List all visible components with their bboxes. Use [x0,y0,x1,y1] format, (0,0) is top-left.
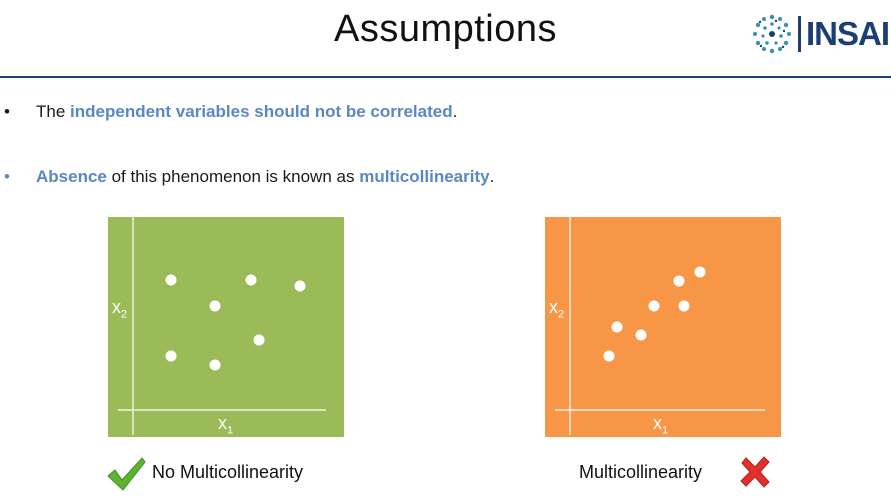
data-point [694,266,706,278]
text-run: . [452,102,458,121]
scatter-plot-uncorrelated: x2 x1 [108,217,344,437]
y-axis-label: x2 [112,297,128,321]
text-run: of this phenomenon is known as [106,167,360,186]
text-run: . [489,167,495,186]
data-point [165,274,177,286]
highlight-run: Absence [36,167,107,186]
data-point [209,300,221,312]
data-point [678,300,690,312]
y-axis-label: x2 [549,297,565,321]
data-point [245,274,257,286]
x-axis-label: x1 [218,413,234,437]
highlight-run: multicollinearity [359,167,490,186]
bullet-marker: • [4,167,10,186]
bullet-text: The independent variables should not be … [36,102,457,122]
caption-no-multicollinearity: No Multicollinearity [152,462,304,482]
data-point [635,329,647,341]
text-run: The [36,102,71,121]
data-point [673,275,685,287]
title-divider [0,76,891,78]
insaid-logo: INSAID [752,12,891,56]
bullet-text: Absence of this phenomenon is known as m… [36,167,494,187]
plot-canvas [118,217,326,435]
logo-dots-icon [753,14,791,54]
data-point [611,321,623,333]
checkmark-icon [107,457,146,491]
logo-text: INSAID [806,15,891,52]
logo-divider [798,16,801,52]
plot-canvas [555,217,765,435]
bullet-1: • The independent variables should not b… [0,102,891,124]
x-axis-label: x1 [653,413,669,437]
data-point [165,350,177,362]
data-point [209,359,221,371]
data-point [603,350,615,362]
highlight-run: independent variables should not be corr… [70,102,453,121]
scatter-plot-correlated: x2 x1 [545,217,781,437]
slide-title: Assumptions [333,8,558,50]
caption-multicollinearity: Multicollinearity [579,462,703,482]
data-point [294,280,306,292]
bullet-2: • Absence of this phenomenon is known as… [0,167,891,189]
data-point [648,300,660,312]
cross-icon [740,456,770,488]
bullet-marker: • [4,102,10,121]
data-point [253,334,265,346]
